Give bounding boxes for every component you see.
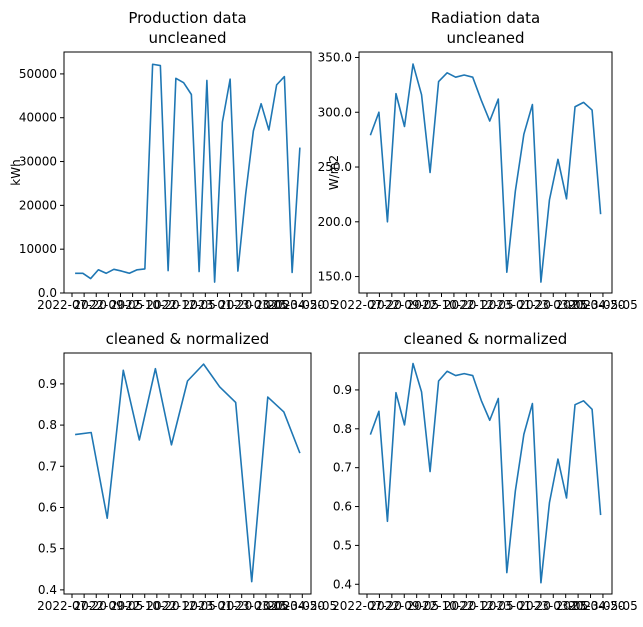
x-tick-label: 2022-10-20: [110, 298, 180, 312]
y-tick-label: 0.8: [333, 422, 352, 436]
x-tick-label: 2022-09-05: [369, 298, 439, 312]
x-tick-label: 2022-10-20: [110, 599, 180, 613]
plot-frame: [63, 352, 312, 595]
y-tick-label: 20000: [19, 198, 57, 212]
y-tick-label: 300.0: [318, 105, 352, 119]
y-tick-label: 0.5: [333, 538, 352, 552]
y-tick-label: 30000: [19, 155, 57, 169]
series-line: [75, 63, 301, 283]
y-tick-label: 0.4: [38, 583, 57, 597]
x-tick-label: 2023-05-05: [267, 599, 337, 613]
y-tick-label: 0.8: [38, 418, 57, 432]
x-tick-label: 2022-12-05: [444, 599, 514, 613]
x-tick-label: 2022-09-05: [73, 298, 143, 312]
x-tick-label: 2022-09-05: [73, 599, 143, 613]
series-line: [369, 63, 602, 283]
x-tick-label: 2023-04-20: [556, 599, 626, 613]
y-tick-label: 10000: [19, 242, 57, 256]
x-tick-label: 2022-10-20: [407, 298, 477, 312]
radiation-uncleaned-chart: Radiation data uncleaned 150.0 200.0 250.0 30…: [318, 9, 638, 312]
x-tick-label: 2022-07-20: [332, 298, 402, 312]
x-tick-label: 2022-12-05: [146, 599, 216, 613]
production-uncleaned-chart: Production data uncleaned 0.0 10000 20000 300…: [9, 9, 337, 312]
y-tick-label: 350.0: [318, 50, 352, 64]
x-tick-label: 2023-01-20: [183, 599, 253, 613]
series-line: [369, 362, 602, 584]
y-tick-label: 0.7: [333, 461, 352, 475]
x-tick-label: 2023-03-05: [219, 599, 289, 613]
x-tick-label: 2023-03-05: [518, 599, 588, 613]
y-tick-label: 0.4: [333, 577, 352, 591]
x-tick-label: 2023-04-20: [556, 298, 626, 312]
plot-frame: [358, 51, 613, 294]
y-tick-label: 0.5: [38, 542, 57, 556]
y-tick-label: 0.6: [333, 500, 352, 514]
x-tick-label: 2022-07-20: [37, 298, 107, 312]
y-tick-label: 50000: [19, 67, 57, 81]
x-tick-label: 2023-05-05: [568, 599, 638, 613]
x-tick-label: 2023-04-20: [255, 599, 325, 613]
x-tick-label: 2022-10-20: [407, 599, 477, 613]
plot-frame: [358, 352, 613, 595]
y-tick-label: 150.0: [318, 270, 352, 284]
x-tick-label: 2023-05-05: [267, 298, 337, 312]
x-tick-label: 2023-01-20: [183, 298, 253, 312]
x-tick-label: 2023-03-05: [219, 298, 289, 312]
y-tick-label: 200.0: [318, 215, 352, 229]
chart-title: uncleaned: [148, 29, 226, 47]
x-tick-label: 2022-09-05: [369, 599, 439, 613]
x-tick-label: 2022-07-20: [332, 599, 402, 613]
plot-frame: [63, 51, 312, 294]
radiation-cleaned-chart: cleaned & normalized 0.4 0.5 0.6 0.7 0.8 0.9 20…: [332, 330, 638, 613]
x-tick-label: 2023-03-05: [518, 298, 588, 312]
chart-title: cleaned & normalized: [404, 330, 568, 348]
x-tick-label: 2023-04-20: [255, 298, 325, 312]
y-tick-label: 0.9: [38, 377, 57, 391]
y-tick-label: 0.7: [38, 459, 57, 473]
chart-title: Radiation data: [431, 9, 540, 27]
x-tick-label: 2023-05-05: [568, 298, 638, 312]
x-tick-label: 2022-07-20: [37, 599, 107, 613]
x-tick-label: 2022-12-05: [146, 298, 216, 312]
y-tick-label: 0.9: [333, 383, 352, 397]
y-axis-label: kWh: [9, 159, 23, 185]
series-line: [75, 363, 301, 583]
x-tick-label: 2023-01-20: [481, 599, 551, 613]
x-tick-label: 2022-12-05: [444, 298, 514, 312]
y-tick-label: 250.0: [318, 160, 352, 174]
chart-title: Production data: [128, 9, 246, 27]
chart-title: uncleaned: [446, 29, 524, 47]
production-cleaned-chart: cleaned & normalized 0.4 0.5 0.6 0.7 0.8 0.9 20…: [37, 330, 337, 613]
y-axis-label: W/m2: [327, 155, 341, 190]
y-tick-label: 0.0: [38, 286, 57, 300]
y-tick-label: 40000: [19, 111, 57, 125]
x-tick-label: 2023-01-20: [481, 298, 551, 312]
chart-title: cleaned & normalized: [106, 330, 270, 348]
y-tick-label: 0.6: [38, 500, 57, 514]
